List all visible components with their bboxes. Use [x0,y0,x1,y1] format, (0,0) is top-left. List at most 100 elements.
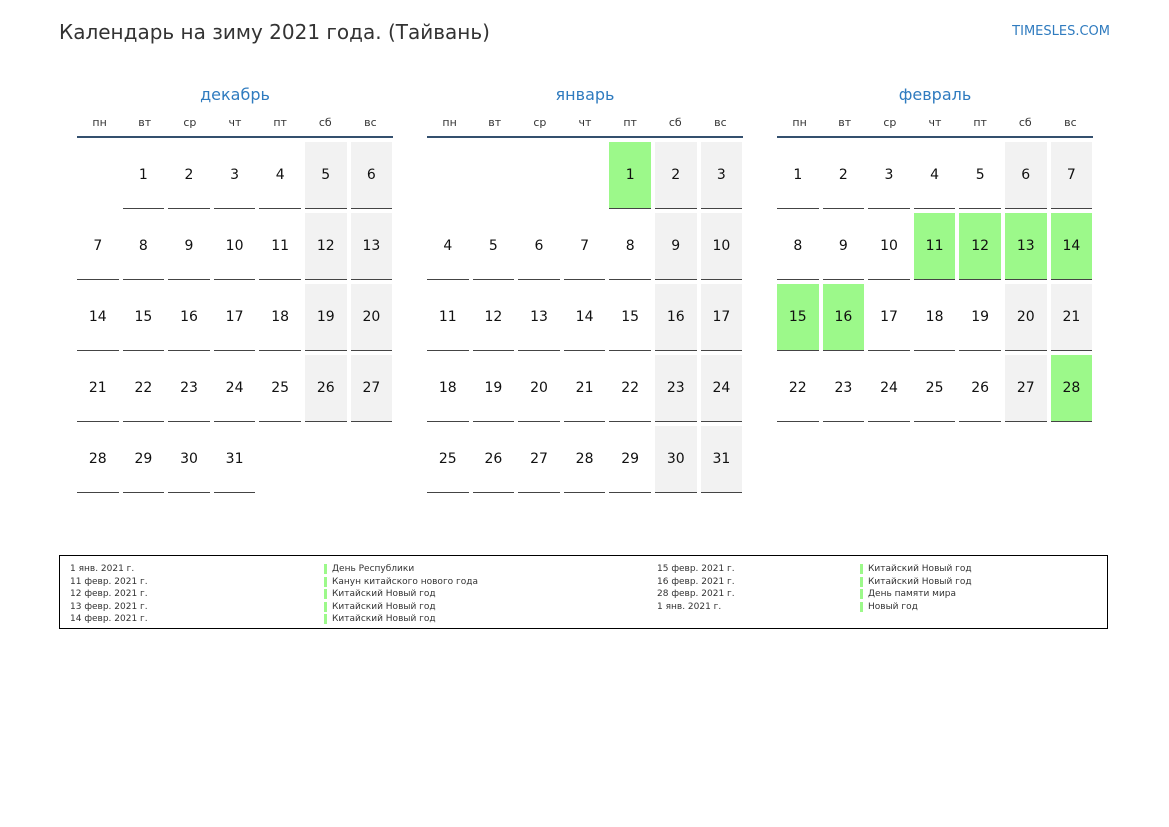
day-cell[interactable]: 7 [77,213,119,280]
day-cell[interactable]: 8 [777,213,819,280]
day-cell[interactable]: 15 [609,284,651,351]
day-cell[interactable]: 17 [868,284,910,351]
day-cell[interactable]: 21 [563,355,606,422]
day-cell[interactable]: 18 [427,355,469,422]
weekend-day-cell[interactable]: 27 [1004,355,1047,422]
weekend-day-cell[interactable]: 2 [654,142,697,209]
weekend-day-cell[interactable]: 30 [654,426,697,493]
day-cell[interactable]: 4 [259,142,301,209]
day-cell[interactable]: 29 [609,426,651,493]
holiday-day-cell[interactable]: 15 [777,284,819,351]
day-cell[interactable]: 25 [427,426,469,493]
day-cell[interactable]: 5 [959,142,1001,209]
weekend-day-cell[interactable]: 7 [1050,142,1093,209]
day-cell[interactable]: 20 [518,355,560,422]
day-cell[interactable]: 25 [913,355,956,422]
day-cell[interactable]: 14 [77,284,119,351]
day-cell[interactable]: 4 [427,213,469,280]
weekend-day-cell[interactable]: 20 [1004,284,1047,351]
day-cell[interactable]: 24 [868,355,910,422]
weekend-day-cell[interactable]: 24 [700,355,743,422]
holiday-day-cell[interactable]: 13 [1004,213,1047,280]
day-cell[interactable]: 30 [168,426,210,493]
month-february: февраль пн вт ср чт пт сб вс 1 2 3 4 5 6 7 8 9 10 11 12 13… [777,84,1093,422]
day-cell[interactable]: 19 [472,355,515,422]
day-cell[interactable]: 31 [213,426,256,493]
day-cell[interactable]: 13 [518,284,560,351]
day-cell[interactable]: 17 [213,284,256,351]
holiday-day-cell[interactable]: 1 [609,142,651,209]
weekend-day-cell[interactable]: 5 [304,142,347,209]
day-cell[interactable]: 18 [259,284,301,351]
empty-cell [473,142,515,209]
weekend-day-cell[interactable]: 31 [700,426,743,493]
weekend-day-cell[interactable]: 26 [304,355,347,422]
day-cell[interactable]: 4 [913,142,956,209]
weekend-day-cell[interactable]: 6 [350,142,393,209]
day-cell[interactable]: 18 [913,284,956,351]
day-cell[interactable]: 15 [122,284,165,351]
day-cell[interactable]: 1 [777,142,819,209]
day-cell[interactable]: 29 [122,426,165,493]
day-cell[interactable]: 16 [168,284,210,351]
day-cell[interactable]: 8 [122,213,165,280]
day-cell[interactable]: 26 [959,355,1001,422]
day-cell[interactable]: 10 [213,213,256,280]
day-cell[interactable]: 9 [168,213,210,280]
day-cell[interactable]: 21 [77,355,119,422]
weekend-day-cell[interactable]: 3 [700,142,743,209]
day-cell[interactable]: 11 [427,284,469,351]
holiday-day-cell[interactable]: 12 [959,213,1001,280]
weekend-day-cell[interactable]: 12 [304,213,347,280]
day-cell[interactable]: 24 [213,355,256,422]
weekend-day-cell[interactable]: 27 [350,355,393,422]
weekday-label: сб [668,116,682,129]
day-cell[interactable]: 22 [122,355,165,422]
weekend-day-cell[interactable]: 9 [654,213,697,280]
weekend-day-cell[interactable]: 23 [654,355,697,422]
weekend-day-cell[interactable]: 20 [350,284,393,351]
day-cell[interactable]: 1 [122,142,165,209]
day-cell[interactable]: 3 [213,142,256,209]
holiday-day-cell[interactable]: 28 [1050,355,1093,422]
weekend-day-cell[interactable]: 6 [1004,142,1047,209]
day-cell[interactable]: 25 [259,355,301,422]
day-cell[interactable]: 23 [822,355,865,422]
day-cell[interactable]: 12 [472,284,515,351]
day-cell[interactable]: 22 [609,355,651,422]
day-cell[interactable]: 2 [168,142,210,209]
day-cell[interactable]: 9 [822,213,865,280]
day-cell[interactable]: 8 [609,213,651,280]
weekend-day-cell[interactable]: 21 [1050,284,1093,351]
weekday-label: сб [1018,116,1032,129]
day-cell[interactable]: 11 [259,213,301,280]
day-cell[interactable]: 23 [168,355,210,422]
day-cell[interactable]: 28 [77,426,119,493]
legend-row: День Республики [324,563,478,576]
day-cell[interactable]: 2 [822,142,865,209]
weekend-day-cell[interactable]: 10 [700,213,743,280]
weekend-day-cell[interactable]: 19 [304,284,347,351]
legend-row: День памяти мира [860,588,972,601]
legend-row: Китайский Новый год [324,613,478,626]
day-cell[interactable]: 26 [472,426,515,493]
empty-cell [77,142,119,209]
day-cell[interactable]: 14 [563,284,606,351]
weekday-header: пн вт ср чт пт сб вс [427,114,743,138]
site-link[interactable]: TIMESLES.COM [1012,24,1110,39]
day-cell[interactable]: 6 [518,213,560,280]
day-cell[interactable]: 10 [868,213,910,280]
weekend-day-cell[interactable]: 16 [654,284,697,351]
day-cell[interactable]: 27 [518,426,560,493]
day-cell[interactable]: 28 [563,426,606,493]
holiday-day-cell[interactable]: 11 [913,213,956,280]
day-cell[interactable]: 3 [868,142,910,209]
weekend-day-cell[interactable]: 13 [350,213,393,280]
day-cell[interactable]: 5 [472,213,515,280]
holiday-day-cell[interactable]: 16 [822,284,865,351]
day-cell[interactable]: 22 [777,355,819,422]
day-cell[interactable]: 19 [959,284,1001,351]
holiday-day-cell[interactable]: 14 [1050,213,1093,280]
day-cell[interactable]: 7 [563,213,606,280]
weekend-day-cell[interactable]: 17 [700,284,743,351]
